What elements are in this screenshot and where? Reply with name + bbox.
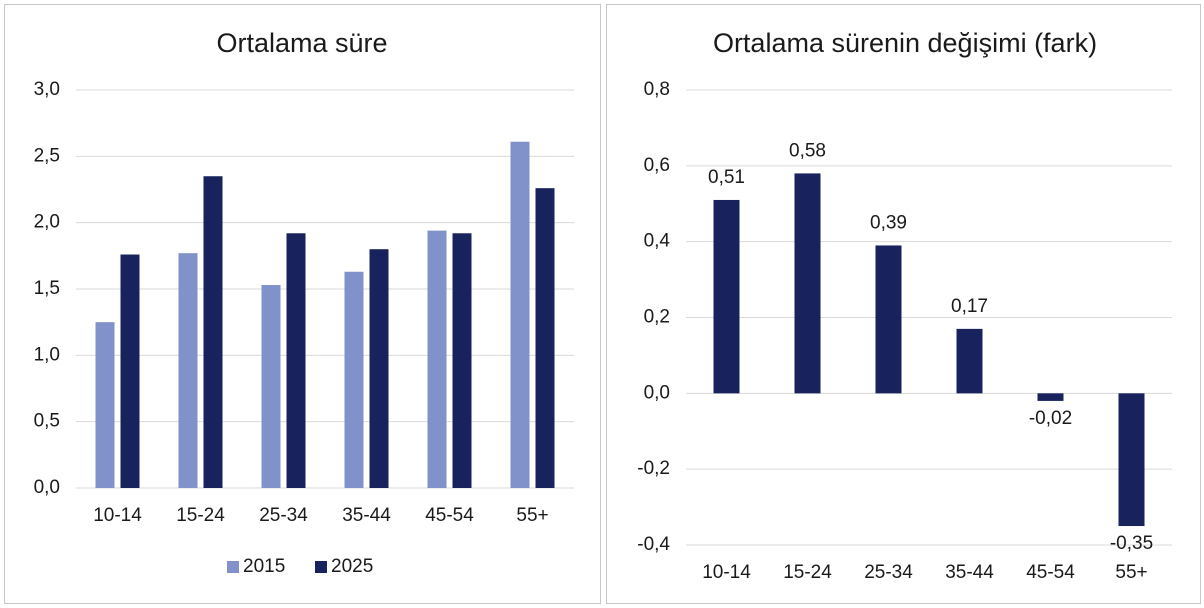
y-tick-label: 0,5 xyxy=(34,411,60,432)
x-tick-label: 45-54 xyxy=(1026,562,1075,583)
data-label: 0,39 xyxy=(870,212,907,233)
panel-frame xyxy=(606,4,1201,604)
x-tick-label: 25-34 xyxy=(864,562,913,583)
bar xyxy=(1037,393,1064,401)
y-tick-label: 0,2 xyxy=(644,307,670,328)
bar xyxy=(956,328,983,394)
y-tick-label: -0,4 xyxy=(637,534,670,555)
panel-frame xyxy=(4,4,601,604)
legend-label: 2015 xyxy=(243,556,285,577)
data-label: -0,35 xyxy=(1110,533,1153,554)
bar xyxy=(369,249,389,488)
bar xyxy=(344,271,364,488)
y-tick-label: -0,2 xyxy=(637,458,670,479)
legend-swatch xyxy=(227,561,239,573)
bar xyxy=(178,253,198,488)
data-label: 0,51 xyxy=(708,167,745,188)
legend-label: 2025 xyxy=(331,556,373,577)
y-tick-label: 1,5 xyxy=(34,278,60,299)
bar xyxy=(510,141,530,489)
bar xyxy=(535,188,555,488)
y-tick-label: 0,4 xyxy=(644,231,671,252)
legend-swatch xyxy=(315,561,327,573)
x-tick-label: 25-34 xyxy=(259,505,308,526)
x-tick-label: 15-24 xyxy=(176,505,225,526)
x-tick-label: 45-54 xyxy=(425,505,474,526)
y-tick-label: 2,0 xyxy=(34,212,60,233)
bar xyxy=(713,199,740,394)
x-tick-label: 15-24 xyxy=(783,562,832,583)
x-tick-label: 35-44 xyxy=(945,562,994,583)
y-tick-label: 1,0 xyxy=(34,344,60,365)
x-tick-label: 55+ xyxy=(1115,562,1147,583)
x-tick-label: 10-14 xyxy=(702,562,751,583)
y-tick-label: 0,8 xyxy=(644,79,670,100)
bar xyxy=(452,233,472,488)
x-tick-label: 10-14 xyxy=(93,505,142,526)
bar xyxy=(120,254,140,488)
y-tick-label: 2,5 xyxy=(34,145,60,166)
data-label: 0,17 xyxy=(951,296,988,317)
y-tick-label: 0,0 xyxy=(34,477,60,498)
bar xyxy=(875,245,902,394)
bar xyxy=(427,230,447,489)
bar xyxy=(95,322,115,488)
x-tick-label: 55+ xyxy=(516,505,548,526)
bar xyxy=(1118,393,1145,527)
bar xyxy=(794,173,821,394)
bar xyxy=(286,233,306,488)
data-label: 0,58 xyxy=(789,140,826,161)
bar xyxy=(261,285,281,488)
y-tick-label: 0,6 xyxy=(644,155,670,176)
x-tick-label: 35-44 xyxy=(342,505,391,526)
bar xyxy=(203,176,223,488)
chart-title: Ortalama sürenin değişimi (fark) xyxy=(713,28,1097,58)
chart-title: Ortalama süre xyxy=(216,28,387,58)
y-tick-label: 0,0 xyxy=(644,382,670,403)
y-tick-label: 3,0 xyxy=(34,79,60,100)
data-label: -0,02 xyxy=(1029,408,1072,429)
